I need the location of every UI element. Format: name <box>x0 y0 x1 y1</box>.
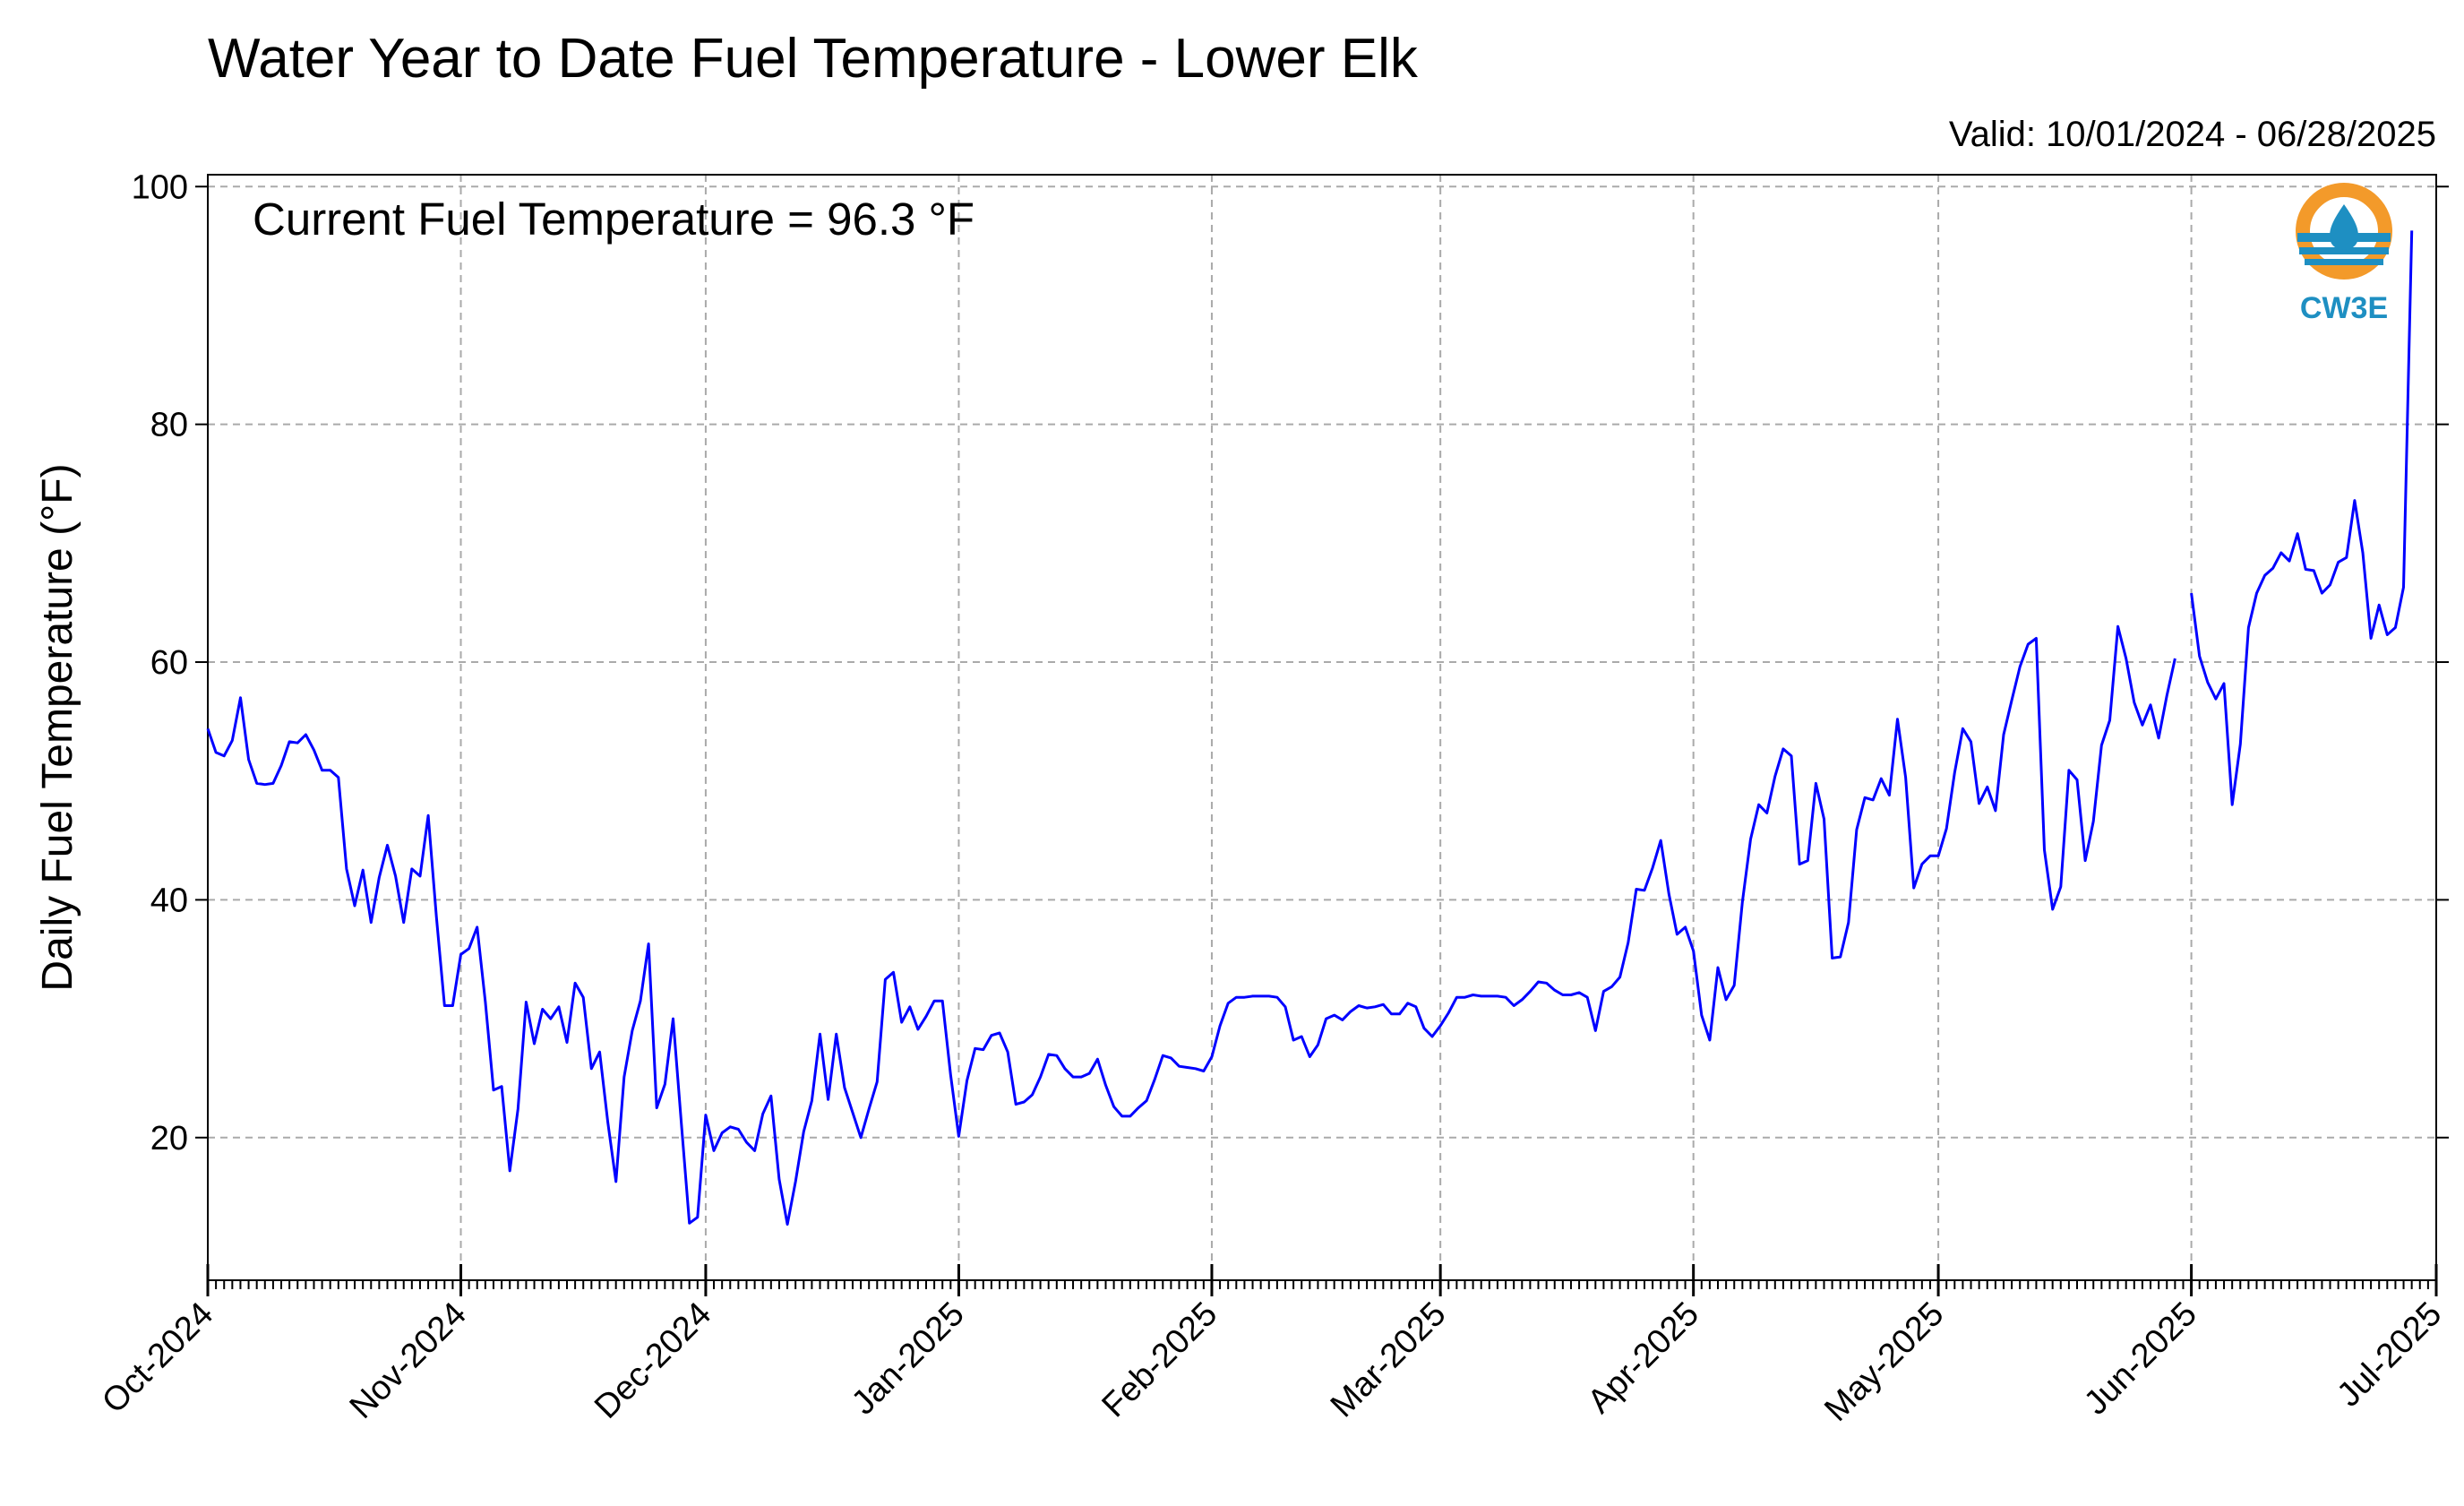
y-tick-label: 80 <box>150 407 188 444</box>
y-tick-label: 40 <box>150 882 188 919</box>
x-tick-label: Jan-2025 <box>845 1295 972 1423</box>
x-tick-label: Jul-2025 <box>2331 1295 2450 1415</box>
water-drop-icon <box>2330 204 2358 250</box>
data-series <box>206 230 2414 1226</box>
y-axis-label: Daily Fuel Temperature (°F) <box>34 463 82 991</box>
chart-title: Water Year to Date Fuel Temperature - Lo… <box>208 28 1419 90</box>
current-temperature-annotation: Current Fuel Temperature = 96.3 °F <box>253 194 974 245</box>
x-tick-label: Mar-2025 <box>1324 1295 1454 1425</box>
y-tick-label: 60 <box>150 644 188 682</box>
logo-ring <box>2296 183 2392 280</box>
x-tick-label: May-2025 <box>1817 1295 1951 1429</box>
fuel-temperature-line <box>206 624 2176 1226</box>
x-tick-label: Nov-2024 <box>343 1295 474 1426</box>
y-tick-label: 20 <box>150 1120 188 1157</box>
cw3e-logo: CW3E <box>2296 183 2392 325</box>
plot-area <box>207 174 2437 1281</box>
logo-text: CW3E <box>2300 291 2388 325</box>
x-tick-label: Jun-2025 <box>2077 1295 2204 1423</box>
x-tick-label: Feb-2025 <box>1095 1295 1225 1425</box>
x-tick-label: Dec-2024 <box>588 1295 718 1426</box>
grid-lines <box>208 175 2436 1280</box>
x-tick-label: Apr-2025 <box>1581 1295 1706 1421</box>
valid-date-range: Valid: 10/01/2024 - 06/28/2025 <box>1949 115 2436 154</box>
y-tick-label: 100 <box>132 168 188 206</box>
x-tick-label: Oct-2024 <box>95 1295 220 1421</box>
fuel-temperature-line <box>2190 230 2414 806</box>
logo-water-band <box>2299 247 2389 254</box>
logo-water-band <box>2305 259 2383 265</box>
